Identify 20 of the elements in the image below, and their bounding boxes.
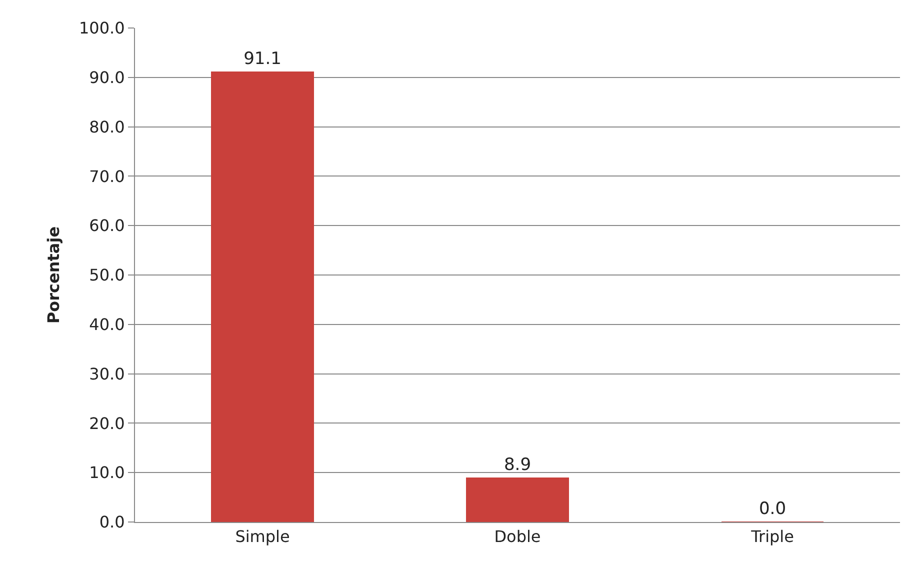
data-label: 0.0 — [758, 499, 786, 519]
y-tick-label: 90.0 — [89, 68, 125, 87]
data-label: 8.9 — [504, 455, 532, 476]
bar — [466, 478, 569, 522]
y-tick-label: 60.0 — [89, 216, 125, 236]
bar — [211, 71, 314, 522]
x-tick-label: Simple — [235, 527, 290, 546]
y-tick-label: 10.0 — [89, 463, 125, 482]
y-tick-label: 50.0 — [89, 266, 125, 285]
y-tick-label: 70.0 — [89, 166, 125, 186]
data-label: 91.1 — [244, 48, 282, 69]
y-tick-label: 100.0 — [78, 18, 125, 38]
y-tick-label: 20.0 — [89, 414, 125, 433]
x-tick-label: Doble — [494, 527, 541, 546]
x-tick-label: Triple — [750, 527, 794, 546]
y-tick-label: 0.0 — [99, 512, 125, 532]
y-tick-label: 40.0 — [89, 315, 125, 334]
y-tick-label: 80.0 — [89, 117, 125, 136]
y-axis-title: Porcentaje — [44, 226, 63, 324]
y-tick-label: 30.0 — [89, 364, 125, 384]
